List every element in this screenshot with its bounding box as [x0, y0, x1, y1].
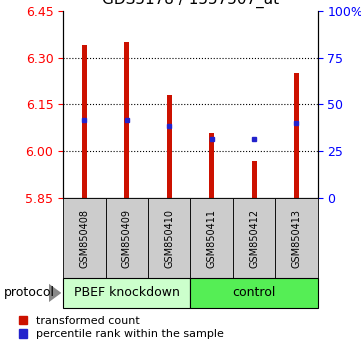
Legend: transformed count, percentile rank within the sample: transformed count, percentile rank withi… [16, 314, 226, 342]
Text: GSM850411: GSM850411 [206, 209, 217, 268]
Bar [63, 278, 191, 308]
Bar [167, 95, 172, 198]
Text: PBEF knockdown: PBEF knockdown [74, 286, 180, 299]
Text: GSM850408: GSM850408 [79, 209, 90, 268]
Text: GSM850409: GSM850409 [122, 209, 132, 268]
Text: GSM850410: GSM850410 [164, 209, 174, 268]
Bar [209, 133, 214, 198]
Bar [191, 198, 233, 278]
Text: control: control [232, 286, 276, 299]
Polygon shape [49, 284, 61, 302]
Bar [105, 198, 148, 278]
Text: GSM850413: GSM850413 [291, 209, 301, 268]
Bar [252, 161, 257, 198]
Bar [191, 278, 318, 308]
Bar [148, 198, 191, 278]
Bar [82, 45, 87, 198]
Title: GDS5178 / 1557507_at: GDS5178 / 1557507_at [102, 0, 279, 8]
Text: GSM850412: GSM850412 [249, 209, 259, 268]
Text: protocol: protocol [4, 286, 55, 299]
Bar [233, 198, 275, 278]
Bar [63, 198, 105, 278]
Bar [294, 73, 299, 198]
Bar [124, 42, 129, 198]
Bar [275, 198, 318, 278]
